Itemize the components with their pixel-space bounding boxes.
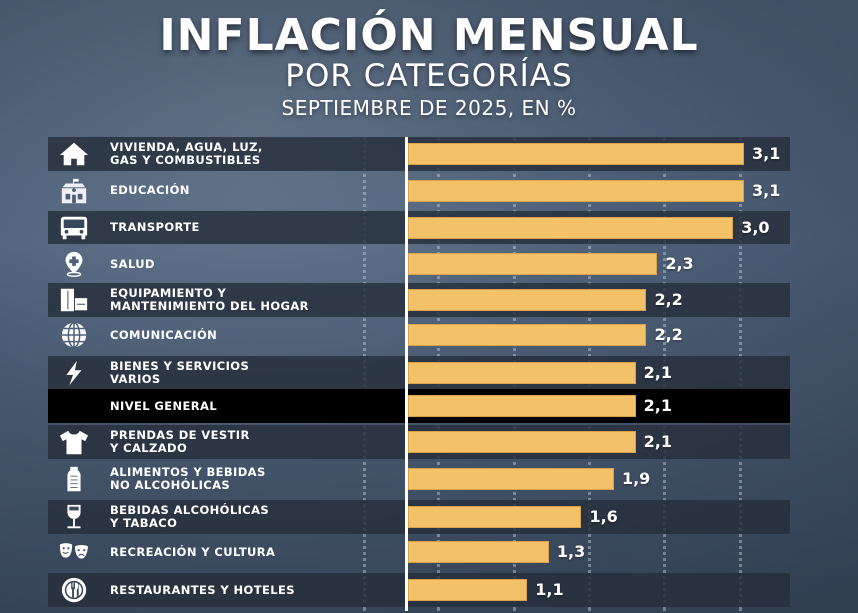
category-row: RECREACIÓN Y CULTURA (48, 537, 790, 567)
furniture-icon (56, 285, 92, 315)
bus-icon (56, 213, 92, 243)
data-label: 1,9 (621, 468, 651, 488)
data-label: 1,1 (535, 580, 564, 599)
tshirt-icon (56, 427, 92, 457)
bar (408, 395, 636, 417)
theater-masks-icon (56, 537, 92, 567)
category-label: RESTAURANTES Y HOTELES (110, 582, 295, 597)
data-label: 1,3 (556, 542, 586, 561)
category-label: NIVEL GENERAL (110, 398, 218, 413)
data-label: 2,1 (643, 396, 672, 415)
house-icon (56, 139, 92, 169)
data-label: 3,0 (741, 217, 770, 237)
school-icon (56, 176, 92, 206)
category-label: PRENDAS DE VESTIR Y CALZADO (110, 428, 250, 455)
wine-glass-icon (56, 502, 92, 532)
data-label: 3,1 (752, 180, 781, 200)
health-pin-icon (56, 249, 92, 279)
period-label: SEPTIEMBRE DE 2025, EN % (281, 96, 577, 120)
bar (408, 506, 582, 528)
bar (408, 361, 636, 384)
bar (408, 216, 734, 239)
category-row: PRENDAS DE VESTIR Y CALZADO (48, 425, 790, 459)
page-title: INFLACIÓN MENSUAL (159, 10, 699, 61)
data-label: 2,2 (654, 325, 683, 344)
category-label: COMUNICACIÓN (110, 327, 218, 342)
category-label: BIENES Y SERVICIOS VARIOS (110, 358, 250, 386)
bar (408, 467, 614, 490)
bar (408, 324, 647, 346)
data-label: 2,1 (643, 432, 672, 451)
category-label: BEBIDAS ALCOHÓLICAS Y TABACO (110, 503, 270, 530)
page-subtitle: POR CATEGORÍAS (285, 58, 573, 94)
category-label: EQUIPAMIENTO Y MANTENIMIENTO DEL HOGAR (110, 286, 309, 313)
globe-icon (56, 320, 92, 350)
category-label: EDUCACIÓN (110, 183, 190, 197)
category-row: EQUIPAMIENTO Y MANTENIMIENTO DEL HOGAR (48, 283, 790, 317)
bar (408, 143, 745, 165)
zero-axis-line (405, 137, 408, 611)
category-row: COMUNICACIÓN (48, 320, 790, 350)
category-label: TRANSPORTE (110, 220, 200, 234)
bar (408, 179, 745, 202)
data-label: 2,1 (643, 362, 672, 382)
bar (408, 431, 636, 453)
data-label: 2,3 (665, 254, 694, 273)
bar (408, 541, 549, 563)
data-label: 3,1 (752, 144, 781, 163)
bar (408, 579, 528, 601)
bar (408, 289, 647, 311)
category-row: SALUD (48, 249, 790, 279)
data-label: 1,6 (589, 507, 618, 526)
lightning-icon (56, 358, 92, 388)
data-label: 2,2 (654, 290, 683, 309)
category-label: ALIMENTOS Y BEBIDAS NO ALCOHÓLICAS (110, 464, 266, 492)
category-row: RESTAURANTES Y HOTELES (48, 573, 790, 607)
category-row: EDUCACIÓN (48, 174, 790, 207)
bar (408, 253, 658, 275)
category-label: SALUD (110, 256, 155, 271)
category-row: ALIMENTOS Y BEBIDAS NO ALCOHÓLICAS (48, 462, 790, 495)
category-label: VIVIENDA, AGUA, LUZ, GAS Y COMBUSTIBLES (110, 140, 263, 167)
bottle-icon (56, 464, 92, 494)
plate-fork-knife-icon (56, 575, 92, 605)
category-label: RECREACIÓN Y CULTURA (110, 544, 276, 559)
